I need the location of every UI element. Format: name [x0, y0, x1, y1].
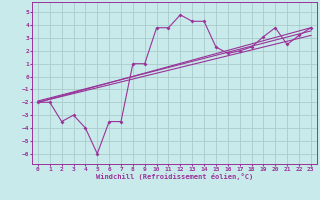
X-axis label: Windchill (Refroidissement éolien,°C): Windchill (Refroidissement éolien,°C): [96, 173, 253, 180]
